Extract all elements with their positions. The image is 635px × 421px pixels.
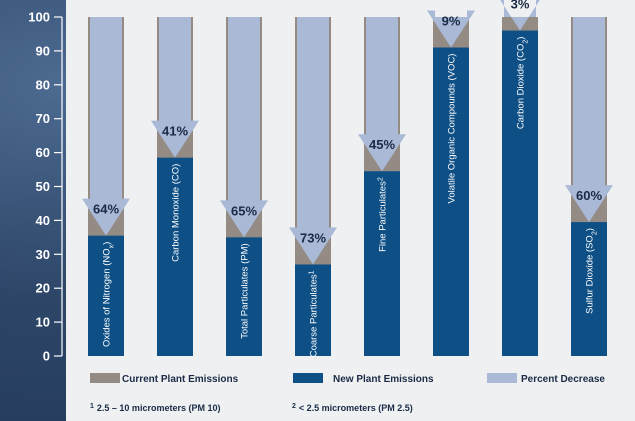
- footnotes: 1 2.5 – 10 micrometers (PM 10) 2 < 2.5 micr…: [90, 403, 413, 414]
- y-tick-label: 60: [36, 145, 50, 160]
- legend-new-label: New Plant Emissions: [333, 374, 434, 385]
- legend-current-swatch: [90, 373, 120, 383]
- y-tick-label: 30: [36, 247, 50, 262]
- percent-decrease-label: 41%: [162, 124, 188, 139]
- y-tick-label: 10: [36, 315, 50, 330]
- y-tick-label: 80: [36, 77, 50, 92]
- legend-decrease-swatch: [487, 373, 517, 383]
- new-emissions-bar: [157, 157, 193, 356]
- category-label: Carbon Monoxide (CO): [171, 164, 182, 262]
- percent-decrease-label: 60%: [576, 188, 602, 203]
- new-emissions-bar: [433, 47, 469, 356]
- y-tick-label: 50: [36, 179, 50, 194]
- percent-decrease-arrow: [289, 17, 337, 265]
- percent-decrease-arrow: [427, 10, 475, 48]
- legend-current-label: Current Plant Emissions: [122, 374, 239, 385]
- legend: Current Plant Emissions New Plant Emissio…: [90, 373, 605, 385]
- y-axis: 0 10 20 30 40 50 60 70 80 90 100: [28, 10, 63, 364]
- y-tick-label: 20: [36, 281, 50, 296]
- percent-decrease-arrow: [500, 0, 540, 31]
- new-emissions-bar: [295, 264, 331, 356]
- percent-decrease-arrow: [220, 17, 268, 238]
- legend-decrease-label: Percent Decrease: [521, 374, 605, 385]
- percent-decrease-label: 3%: [511, 0, 530, 12]
- new-emissions-bar: [226, 237, 262, 356]
- category-label: Total Particulates (PM): [240, 243, 251, 339]
- new-emissions-bar: [364, 171, 400, 356]
- percent-decrease-label: 64%: [93, 202, 119, 217]
- percent-decrease-label: 45%: [369, 137, 395, 152]
- new-emissions-bar: [88, 235, 124, 356]
- y-tick-label: 90: [36, 43, 50, 58]
- legend-new-swatch: [293, 373, 323, 383]
- category-label: Coarse Particulates1: [308, 270, 320, 357]
- category-label: Carbon Dioxide (CO2): [516, 37, 530, 130]
- percent-decrease-arrow: [565, 17, 613, 223]
- percent-decrease-label: 65%: [231, 203, 257, 218]
- y-tick-label: 100: [28, 10, 50, 25]
- footnote: 2 < 2.5 micrometers (PM 2.5): [292, 403, 413, 414]
- percent-decrease-label: 9%: [442, 14, 461, 29]
- percent-decrease-arrow: [151, 17, 199, 158]
- new-emissions-bar: [502, 30, 538, 357]
- category-label: Oxides of Nitrogen (NOx): [102, 242, 116, 347]
- percent-decrease-label: 73%: [300, 230, 326, 245]
- category-label: Fine Particulates2: [377, 177, 389, 252]
- percent-decrease-arrow: [358, 17, 406, 172]
- y-tick-label: 0: [43, 349, 50, 364]
- percent-decrease-arrow: [82, 17, 130, 236]
- category-label: Volatile Organic Compounds (VOC): [447, 54, 458, 204]
- footnote: 1 2.5 – 10 micrometers (PM 10): [90, 403, 220, 414]
- y-tick-label: 70: [36, 111, 50, 126]
- bars: 64% Oxides of Nitrogen (NOx) 41% Carbon Mon…: [82, 0, 613, 357]
- y-tick-label: 40: [36, 213, 50, 228]
- new-emissions-bar: [571, 222, 607, 356]
- category-label: Sulfur Dioxide (SO2): [585, 228, 599, 314]
